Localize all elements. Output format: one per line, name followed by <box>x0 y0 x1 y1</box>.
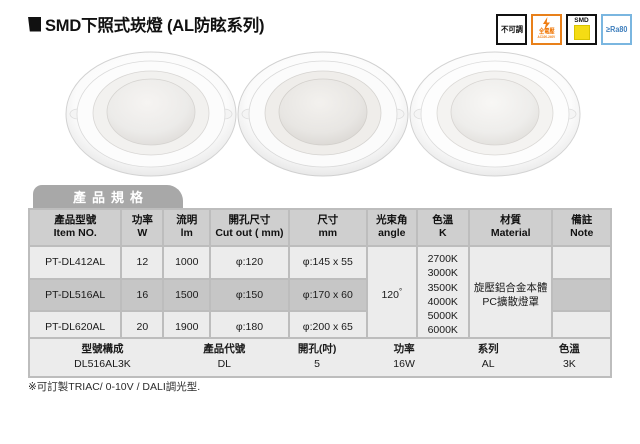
cell-lumen: 1500 <box>163 277 212 312</box>
cell-note <box>552 277 610 312</box>
table-row: PT-DL412AL 12 1000 φ:120 φ:145 x 55 120°… <box>30 245 610 343</box>
downlight-image-2 <box>234 46 412 180</box>
cell-item-no: PT-DL516AL <box>30 277 123 312</box>
cell-material: 旋壓鋁合金本體 PC擴散燈罩 <box>468 245 554 343</box>
spec-section-tab: 產品規格 <box>33 185 183 208</box>
page-title-text: SMD下照式崁燈 (AL防眩系列) <box>45 17 265 35</box>
yellow-chip-icon <box>573 25 590 41</box>
column-header-note: 備註 Note <box>552 210 610 247</box>
cell-note <box>552 245 610 279</box>
cell-cutout: φ:180 <box>210 310 290 343</box>
cell-size: φ:170 x 60 <box>288 277 369 312</box>
footnote-text: ※可訂製TRIAC/ 0-10V / DALI調光型. <box>28 381 201 393</box>
cell-wattage: 16 <box>121 277 165 312</box>
model-cell-composition: 型號構成 DL516AL3K <box>30 339 175 377</box>
model-cell-cct: 色溫 3K <box>528 339 610 377</box>
model-cell-series: 系列 AL <box>447 339 529 377</box>
model-cell-wattage: 功率 16W <box>360 339 448 377</box>
cell-size: φ:145 x 55 <box>288 245 369 279</box>
cell-cutout: φ:150 <box>210 277 290 312</box>
cell-cct: 2700K 3000K 3500K 4000K 5000K 6000K <box>416 245 470 343</box>
page-title: SMD下照式崁燈 (AL防眩系列) <box>28 12 265 36</box>
column-header-cutout: 開孔尺寸 Cut out ( mm) <box>210 210 290 247</box>
cell-cutout: φ:120 <box>210 245 290 279</box>
cell-item-no: PT-DL620AL <box>30 310 123 343</box>
specification-table: 產品型號 Item NO. 功率 W 流明 lm 開孔尺寸 Cut out ( … <box>28 208 612 345</box>
column-header-item-no: 產品型號 Item NO. <box>30 210 123 247</box>
column-header-material: 材質 Material <box>468 210 554 247</box>
spec-section-tab-label: 產品規格 <box>72 190 149 205</box>
lightning-bolt-icon <box>542 17 551 30</box>
non-dimmable-badge-label: 不可調 <box>500 24 523 34</box>
product-image-gallery <box>0 46 640 186</box>
cell-item-no: PT-DL412AL <box>30 245 123 279</box>
table-row: PT-DL516AL 16 1500 φ:150 φ:170 x 60 <box>30 277 610 312</box>
full-voltage-badge-label: 全電壓 <box>538 28 555 35</box>
model-composition-row: 型號構成 DL516AL3K 產品代號 DL 開孔(吋) 5 功率 16W 系列 <box>30 339 610 377</box>
model-cell-product-code: 產品代號 DL <box>175 339 274 377</box>
non-dimmable-badge: 不可調 <box>496 14 527 45</box>
cell-lumen: 1000 <box>163 245 212 279</box>
downlight-image-3 <box>406 46 584 180</box>
column-header-beam-angle: 光束角 angle <box>367 210 418 247</box>
cell-beam-angle: 120° <box>367 245 418 343</box>
full-voltage-badge: 全電壓 AC100-240V <box>531 14 562 45</box>
column-header-wattage: 功率 W <box>121 210 165 247</box>
cell-size: φ:200 x 65 <box>288 310 369 343</box>
cri-badge: ≥Ra80 <box>601 14 632 45</box>
column-header-cct: 色溫 K <box>416 210 470 247</box>
black-square-marker-icon <box>28 16 41 32</box>
column-header-lumen: 流明 lm <box>163 210 212 247</box>
column-header-size: 尺寸 mm <box>288 210 369 247</box>
cell-wattage: 12 <box>121 245 165 279</box>
model-cell-cutout-inch: 開孔(吋) 5 <box>273 339 361 377</box>
smd-badge-label: SMD <box>574 17 589 24</box>
cri-badge-label: ≥Ra80 <box>605 24 628 34</box>
model-composition-table: 型號構成 DL516AL3K 產品代號 DL 開孔(吋) 5 功率 16W 系列 <box>28 337 612 379</box>
feature-badges: 不可調 全電壓 AC100-240V SMD ≥Ra80 <box>496 14 632 45</box>
full-voltage-badge-sublabel: AC100-240V <box>537 34 556 39</box>
smd-badge: SMD <box>566 14 597 45</box>
table-header-row: 產品型號 Item NO. 功率 W 流明 lm 開孔尺寸 Cut out ( … <box>30 210 610 247</box>
table-row: PT-DL620AL 20 1900 φ:180 φ:200 x 65 <box>30 310 610 343</box>
downlight-image-1 <box>62 46 240 180</box>
